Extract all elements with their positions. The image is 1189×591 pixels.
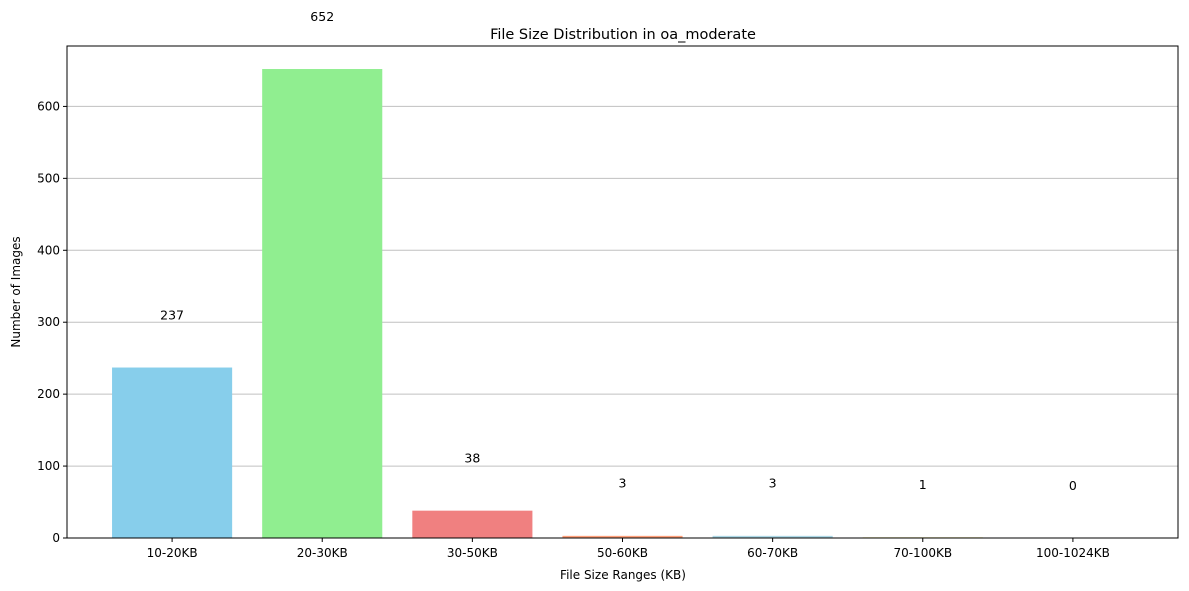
y-axis-ticks: 0 100 200 300 400 500 600 (37, 99, 67, 545)
y-tick-label: 500 (37, 171, 60, 185)
x-tick-label: 10-20KB (147, 546, 198, 560)
data-label: 0 (1069, 478, 1077, 493)
x-tick-label: 30-50KB (447, 546, 498, 560)
y-tick-label: 200 (37, 387, 60, 401)
x-axis-label: File Size Ranges (KB) (560, 568, 686, 582)
data-label: 237 (160, 307, 184, 322)
bar (412, 510, 533, 538)
chart-title: File Size Distribution in oa_moderate (490, 27, 756, 43)
bar (262, 69, 383, 538)
data-labels: 237 652 38 3 3 1 0 (160, 9, 1077, 493)
bar (562, 535, 683, 538)
bars (112, 69, 983, 538)
bar (112, 367, 233, 538)
y-tick-label: 100 (37, 459, 60, 473)
data-label: 38 (464, 450, 480, 465)
y-tick-label: 300 (37, 315, 60, 329)
x-tick-label: 50-60KB (597, 546, 648, 560)
x-tick-label: 100-1024KB (1036, 546, 1110, 560)
data-label: 3 (769, 476, 777, 491)
x-axis-ticks: 10-20KB 20-30KB 30-50KB 50-60KB 60-70KB 70-10… (147, 538, 1110, 560)
bar (712, 535, 833, 538)
plot-frame (66, 45, 1179, 539)
y-tick-label: 0 (52, 531, 60, 545)
data-label: 3 (619, 476, 627, 491)
x-tick-label: 70-100KB (893, 546, 952, 560)
data-label: 1 (919, 477, 927, 492)
y-tick-label: 400 (37, 243, 60, 257)
y-axis-label: Number of Images (9, 236, 23, 347)
gridlines (67, 105, 1178, 467)
y-tick-label: 600 (37, 99, 60, 113)
x-tick-label: 20-30KB (297, 546, 348, 560)
x-tick-label: 60-70KB (747, 546, 798, 560)
data-label: 652 (310, 9, 334, 24)
